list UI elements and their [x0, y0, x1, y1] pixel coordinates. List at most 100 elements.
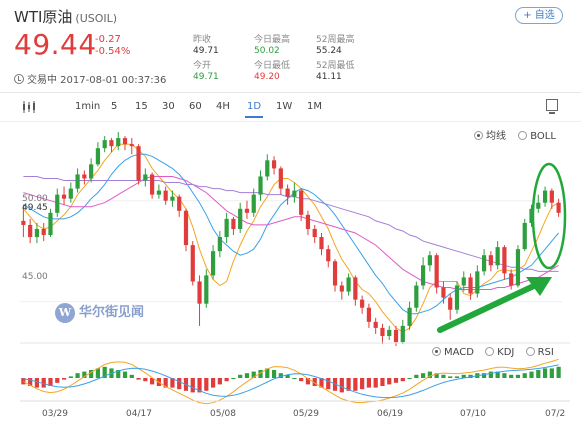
- candle-body: [448, 297, 453, 310]
- macd-histogram-bar: [224, 378, 229, 382]
- add-favorite-button[interactable]: + 自选: [515, 7, 563, 24]
- candle-body: [217, 237, 222, 252]
- macd-histogram-bar: [68, 376, 73, 378]
- macd-histogram-bar: [529, 371, 534, 378]
- candle-body: [542, 190, 548, 203]
- tab-1w[interactable]: 1W: [276, 101, 293, 112]
- indicator-macd-option[interactable]: MACD: [432, 347, 474, 358]
- stat-value: 49.20: [254, 72, 280, 82]
- macd-histogram-bar: [197, 378, 202, 393]
- candle-body: [265, 160, 270, 177]
- candle-body: [224, 218, 229, 238]
- tab-1m[interactable]: 1M: [307, 101, 322, 112]
- tab-15[interactable]: 15: [135, 101, 148, 112]
- radio-icon: [525, 347, 535, 356]
- macd-histogram-bar: [353, 378, 358, 391]
- candle-body: [150, 174, 155, 195]
- last-price-axis-label: 49.45: [22, 203, 48, 213]
- tab-1d[interactable]: 1D: [244, 101, 264, 118]
- macd-histogram-bar: [502, 373, 507, 378]
- stat-value: 49.71: [193, 46, 219, 56]
- macd-histogram-bar: [556, 366, 561, 378]
- macd-histogram-bar: [441, 374, 446, 378]
- macd-line-dea: [23, 364, 559, 399]
- macd-histogram-bar: [407, 378, 412, 379]
- macd-histogram-bar: [21, 378, 26, 385]
- candle-body: [116, 138, 121, 147]
- date-label: 07/10: [460, 409, 486, 419]
- tab-30[interactable]: 30: [162, 101, 175, 112]
- macd-histogram-bar: [427, 371, 432, 378]
- candle-body: [244, 208, 250, 213]
- macd-histogram-bar: [393, 378, 399, 383]
- macd-histogram-bar: [461, 374, 466, 378]
- candle-body: [549, 190, 554, 203]
- candle-body: [454, 285, 460, 310]
- candle-body: [102, 140, 107, 149]
- watermark-text: 华尔街见闻: [79, 305, 145, 320]
- stat-day-low: 今日最低 49.20: [254, 61, 290, 83]
- candle-body: [556, 202, 561, 213]
- sub-indicator-selector: MACD KDJ RSI: [432, 346, 554, 358]
- macd-histogram-bar: [400, 378, 405, 382]
- candle-body: [326, 249, 331, 262]
- tab-5[interactable]: 5: [111, 101, 118, 112]
- macd-histogram-bar: [346, 378, 351, 391]
- candlestick-type-icon[interactable]: [22, 101, 36, 113]
- candle-body: [109, 140, 114, 147]
- macd-histogram-bar: [278, 373, 283, 378]
- candle-body: [299, 190, 304, 215]
- tab-4h[interactable]: 4H: [216, 101, 230, 112]
- candle-body: [163, 190, 168, 201]
- candle-body: [312, 228, 317, 238]
- indicator-label: 均线: [486, 131, 506, 142]
- fullscreen-icon[interactable]: [546, 99, 558, 114]
- candle-body: [285, 188, 290, 197]
- candle-body: [183, 210, 189, 246]
- macd-histogram-bar: [102, 366, 107, 378]
- candle-body: [387, 329, 392, 336]
- stat-value: 49.71: [193, 72, 219, 82]
- indicator-ma-option[interactable]: 均线: [474, 131, 506, 142]
- macd-histogram-bar: [122, 371, 128, 378]
- candle-body: [529, 208, 534, 223]
- trade-status: 交易中 2017-08-01 00:37:36: [14, 71, 166, 86]
- candle-body: [434, 255, 439, 288]
- macd-histogram-bar: [360, 378, 365, 390]
- candle-body: [400, 325, 405, 343]
- stat-label: 今日最高: [254, 35, 291, 45]
- candle-body: [251, 194, 256, 213]
- candle-body: [28, 224, 33, 238]
- macd-histogram-bar: [238, 374, 243, 378]
- macd-histogram-bar: [421, 373, 426, 378]
- candle-body: [346, 277, 351, 292]
- candle-body: [353, 277, 358, 300]
- indicator-label: RSI: [537, 347, 554, 358]
- macd-histogram-bar: [488, 371, 493, 378]
- macd-histogram-bar: [163, 378, 168, 388]
- indicator-kdj-option[interactable]: KDJ: [485, 347, 514, 358]
- candle-body: [305, 214, 311, 229]
- macd-histogram-bar: [258, 370, 263, 378]
- macd-histogram-bar: [204, 378, 209, 391]
- indicator-boll-option[interactable]: BOLL: [518, 131, 556, 142]
- ma-line-ma5: [23, 143, 559, 333]
- indicator-rsi-option[interactable]: RSI: [525, 347, 554, 358]
- macd-histogram-bar: [515, 374, 521, 378]
- stat-day-high: 今日最高 50.02: [254, 35, 290, 57]
- date-label: 03/29: [42, 409, 68, 419]
- candle-body: [373, 321, 378, 328]
- instrument-symbol: (USOIL): [75, 12, 118, 25]
- candle-body: [292, 190, 297, 197]
- indicator-label: BOLL: [530, 131, 556, 142]
- candle-body: [136, 146, 141, 181]
- macd-histogram-bar: [89, 370, 94, 378]
- tab-60[interactable]: 60: [189, 101, 202, 112]
- stat-52w-low: 52周最低 41.11: [316, 61, 354, 83]
- instrument-title: WTI原油 (USOIL): [14, 6, 117, 27]
- macd-histogram-bar: [61, 378, 67, 380]
- period-toolbar: 1min 5 15 30 60 4H 1D 1W 1M: [0, 97, 581, 119]
- tab-1min[interactable]: 1min: [75, 101, 101, 112]
- macd-histogram-bar: [434, 373, 439, 378]
